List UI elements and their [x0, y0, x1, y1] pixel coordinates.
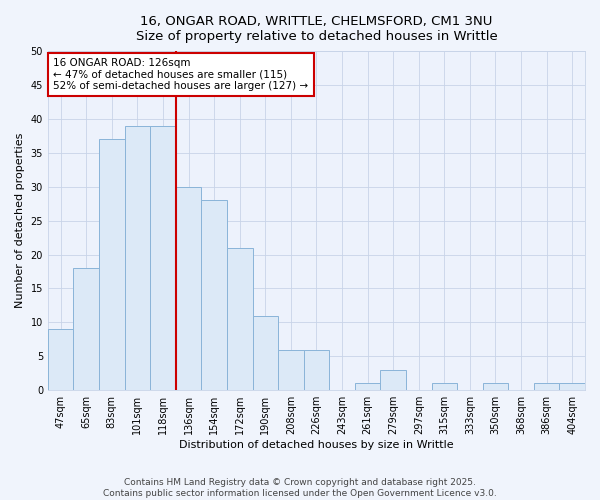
Bar: [227, 248, 253, 390]
Bar: [559, 384, 585, 390]
Bar: [253, 316, 278, 390]
Bar: [73, 268, 99, 390]
Bar: [99, 140, 125, 390]
Bar: [150, 126, 176, 390]
X-axis label: Distribution of detached houses by size in Writtle: Distribution of detached houses by size …: [179, 440, 454, 450]
Bar: [202, 200, 227, 390]
Bar: [355, 384, 380, 390]
Text: Contains HM Land Registry data © Crown copyright and database right 2025.
Contai: Contains HM Land Registry data © Crown c…: [103, 478, 497, 498]
Bar: [125, 126, 150, 390]
Bar: [48, 329, 73, 390]
Bar: [431, 384, 457, 390]
Bar: [304, 350, 329, 390]
Bar: [534, 384, 559, 390]
Bar: [176, 186, 202, 390]
Bar: [482, 384, 508, 390]
Bar: [278, 350, 304, 390]
Y-axis label: Number of detached properties: Number of detached properties: [15, 133, 25, 308]
Title: 16, ONGAR ROAD, WRITTLE, CHELMSFORD, CM1 3NU
Size of property relative to detach: 16, ONGAR ROAD, WRITTLE, CHELMSFORD, CM1…: [136, 15, 497, 43]
Text: 16 ONGAR ROAD: 126sqm
← 47% of detached houses are smaller (115)
52% of semi-det: 16 ONGAR ROAD: 126sqm ← 47% of detached …: [53, 58, 308, 91]
Bar: [380, 370, 406, 390]
